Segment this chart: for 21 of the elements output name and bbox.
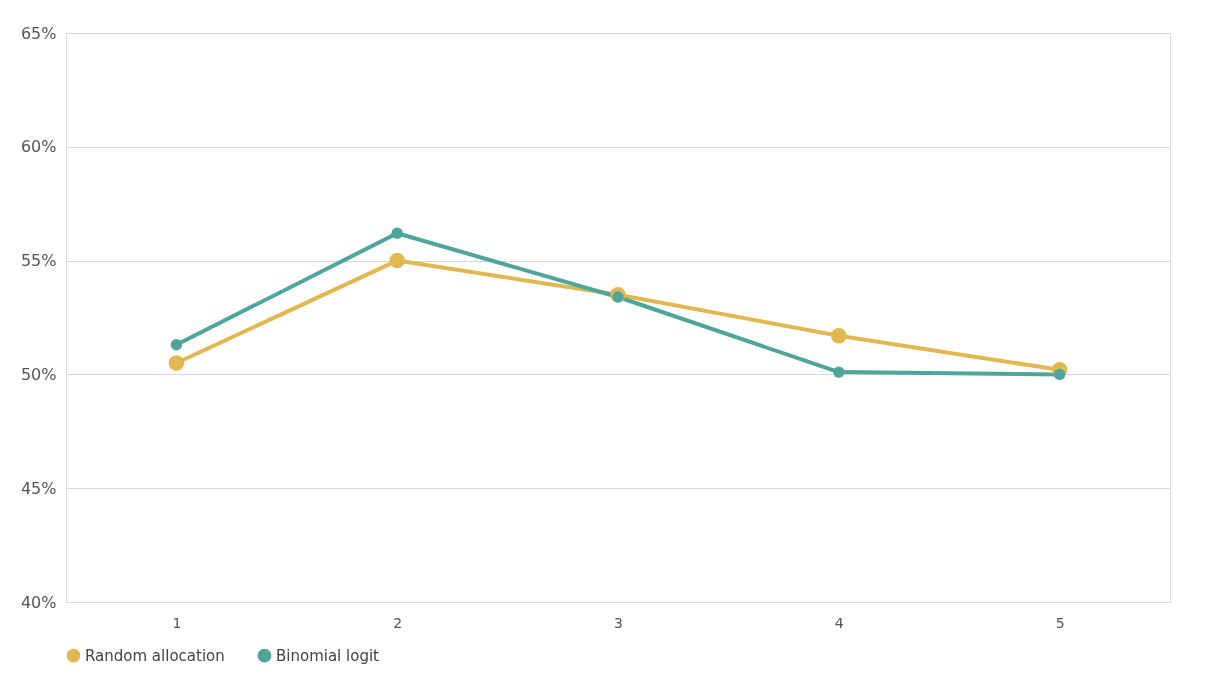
- x-tick-label: 3: [614, 614, 623, 631]
- point: [170, 339, 183, 351]
- point: [831, 327, 847, 344]
- point: [389, 252, 405, 269]
- y-tick-label: 60%: [20, 137, 57, 157]
- y-tick-label: 55%: [20, 251, 57, 271]
- point: [391, 227, 403, 239]
- x-tick-label: 1: [172, 614, 182, 631]
- point: [833, 366, 845, 378]
- legend-label: Binomial logit: [276, 646, 380, 665]
- x-tick-label: 5: [1055, 614, 1065, 631]
- y-tick-label: 45%: [20, 478, 57, 498]
- point: [168, 355, 185, 371]
- point: [612, 291, 624, 303]
- x-tick-label: 2: [393, 614, 403, 631]
- legend-label: Random allocation: [85, 646, 225, 665]
- y-tick-label: 40%: [20, 592, 57, 612]
- point: [1053, 368, 1066, 381]
- y-tick-label: 65%: [20, 23, 57, 43]
- y-tick-label: 50%: [20, 364, 57, 384]
- x-tick-label: 4: [834, 614, 844, 631]
